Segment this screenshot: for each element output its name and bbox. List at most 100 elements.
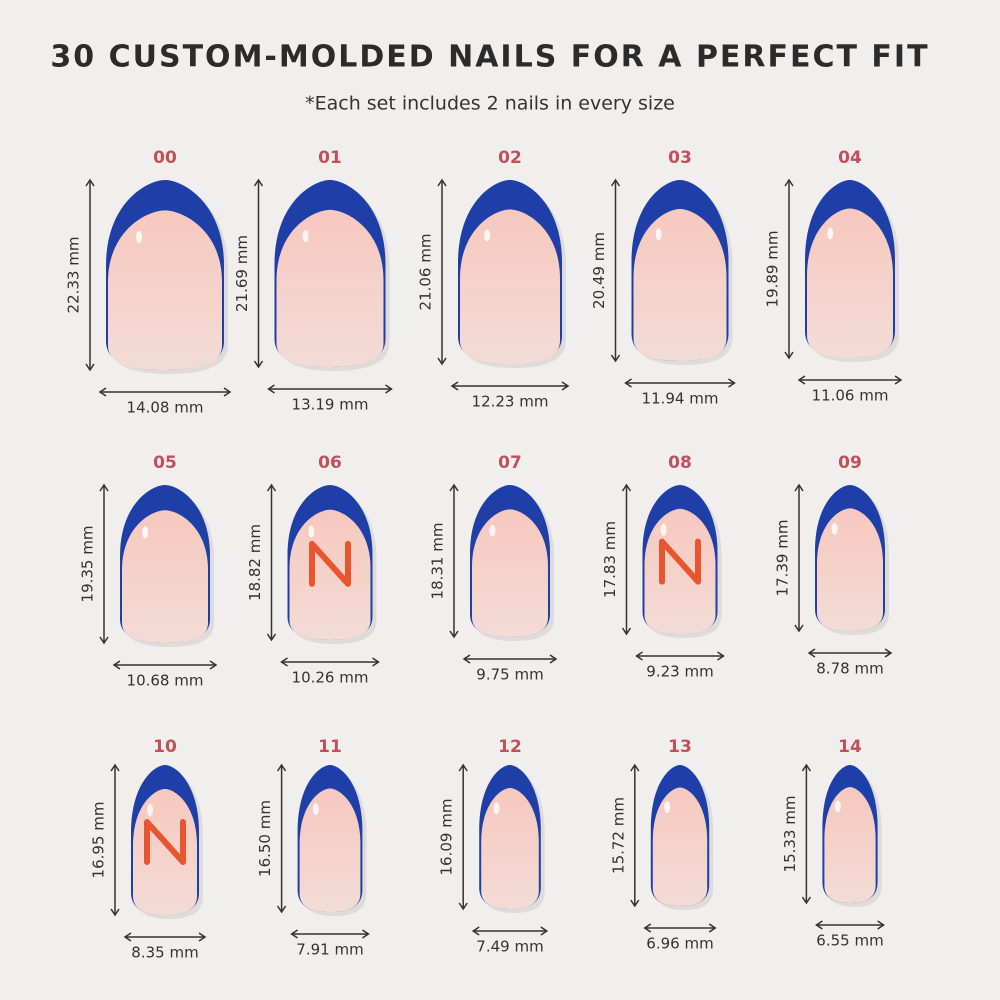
width-label: 13.19 mm	[292, 396, 369, 414]
nail-shine	[312, 803, 319, 816]
nail-body	[652, 787, 708, 906]
nail-logo	[309, 540, 351, 587]
nail-shine	[489, 524, 496, 537]
arrow-head	[98, 387, 232, 397]
length-label: 17.39 mm	[774, 520, 792, 597]
nail-body	[807, 208, 893, 358]
width-label: 12.23 mm	[472, 393, 549, 411]
width-label: 10.68 mm	[127, 672, 204, 690]
size-label: 11	[318, 737, 342, 757]
nail-body	[299, 788, 361, 912]
nail-body	[289, 509, 371, 640]
size-label: 02	[498, 148, 522, 168]
size-label: 08	[668, 453, 692, 473]
arrow-head	[801, 763, 812, 905]
nail-body	[122, 510, 208, 643]
subtitle: *Each set includes 2 nails in every size	[305, 93, 675, 115]
width-label: 10.26 mm	[292, 669, 369, 687]
size-label: 00	[153, 148, 177, 168]
nail-shine	[136, 231, 143, 243]
length-label: 21.06 mm	[417, 234, 435, 311]
nail-body	[644, 508, 716, 634]
length-label: 19.35 mm	[79, 526, 97, 603]
width-label: 9.23 mm	[646, 663, 713, 681]
size-label: 01	[318, 148, 342, 168]
arrow-head	[110, 763, 120, 917]
nail-shine	[660, 523, 667, 536]
arrow-head	[266, 483, 277, 642]
nail-body	[817, 508, 883, 631]
nail-body	[472, 509, 548, 637]
length-label: 19.89 mm	[764, 231, 782, 308]
width-label: 9.75 mm	[476, 666, 543, 684]
arrow-head	[85, 178, 95, 372]
size-label: 05	[153, 453, 177, 473]
length-label: 18.82 mm	[246, 524, 264, 601]
nail-body	[133, 789, 197, 915]
size-label: 12	[498, 737, 522, 757]
nail-shine	[484, 229, 491, 242]
width-label: 6.55 mm	[816, 932, 883, 950]
length-label: 16.09 mm	[438, 799, 456, 876]
arrow-head	[610, 178, 621, 363]
nail-shine	[493, 802, 500, 815]
size-label: 10	[153, 737, 177, 757]
nail-shine	[664, 801, 671, 814]
nail-shine	[147, 804, 154, 816]
width-label: 7.91 mm	[296, 941, 363, 959]
arrow-head	[643, 923, 717, 933]
arrow-head	[807, 648, 893, 658]
size-label: 04	[838, 148, 862, 168]
width-label: 6.96 mm	[646, 935, 713, 953]
length-label: 16.95 mm	[90, 802, 108, 879]
nail-body	[108, 210, 222, 370]
size-label: 06	[318, 453, 342, 473]
nail-shine	[142, 526, 149, 539]
arrow-head	[112, 660, 218, 670]
nail-shine	[655, 228, 662, 241]
length-label: 15.72 mm	[609, 797, 627, 874]
arrow-head	[635, 651, 725, 661]
arrow-head	[462, 654, 558, 664]
arrow-head	[123, 932, 207, 942]
length-label: 22.33 mm	[65, 237, 83, 314]
width-label: 8.35 mm	[131, 944, 198, 962]
nail-shine	[308, 525, 315, 538]
width-label: 7.49 mm	[476, 938, 543, 956]
length-label: 15.33 mm	[781, 796, 799, 873]
size-label: 13	[668, 737, 692, 757]
nail-body	[276, 209, 384, 367]
length-label: 16.50 mm	[256, 800, 274, 877]
length-label: 21.69 mm	[233, 235, 251, 312]
arrow-head	[797, 375, 903, 385]
arrow-head	[794, 483, 804, 633]
arrow-head	[471, 926, 549, 936]
length-label: 18.31 mm	[429, 523, 447, 600]
arrow-head	[437, 178, 447, 366]
arrow-head	[624, 378, 736, 388]
arrow-head	[784, 178, 794, 360]
width-label: 11.94 mm	[642, 390, 719, 408]
nail-body	[824, 787, 876, 903]
arrow-head	[449, 483, 459, 639]
nail-shine	[834, 800, 841, 813]
size-label: 03	[668, 148, 692, 168]
arrow-head	[290, 929, 370, 939]
arrow-head	[450, 381, 570, 391]
nail-body	[481, 788, 539, 909]
arrow-head	[458, 763, 468, 911]
nail-body	[460, 209, 560, 364]
size-label: 07	[498, 453, 522, 473]
arrow-head	[276, 763, 287, 914]
length-label: 17.83 mm	[601, 521, 619, 598]
arrow-head	[99, 483, 109, 645]
arrow-head	[280, 657, 380, 667]
arrow-head	[621, 483, 632, 636]
width-label: 8.78 mm	[816, 660, 883, 678]
size-label: 09	[838, 453, 862, 473]
title: 30 CUSTOM-MOLDED NAILS FOR A PERFECT FIT	[50, 40, 929, 75]
nail-shine	[302, 230, 309, 243]
arrow-head	[253, 178, 264, 369]
nail-logo	[659, 538, 701, 585]
